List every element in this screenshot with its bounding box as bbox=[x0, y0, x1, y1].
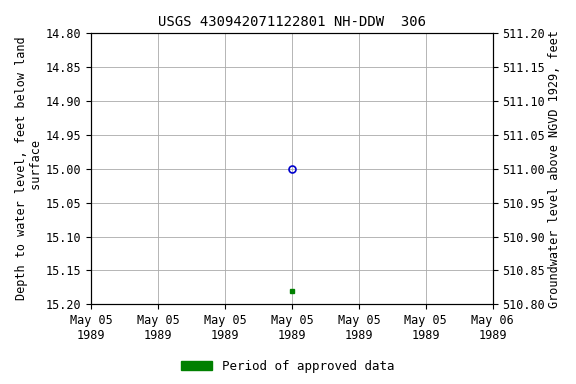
Y-axis label: Groundwater level above NGVD 1929, feet: Groundwater level above NGVD 1929, feet bbox=[548, 30, 561, 308]
Y-axis label: Depth to water level, feet below land
 surface: Depth to water level, feet below land su… bbox=[15, 37, 43, 301]
Legend: Period of approved data: Period of approved data bbox=[176, 355, 400, 378]
Title: USGS 430942071122801 NH-DDW  306: USGS 430942071122801 NH-DDW 306 bbox=[158, 15, 426, 29]
